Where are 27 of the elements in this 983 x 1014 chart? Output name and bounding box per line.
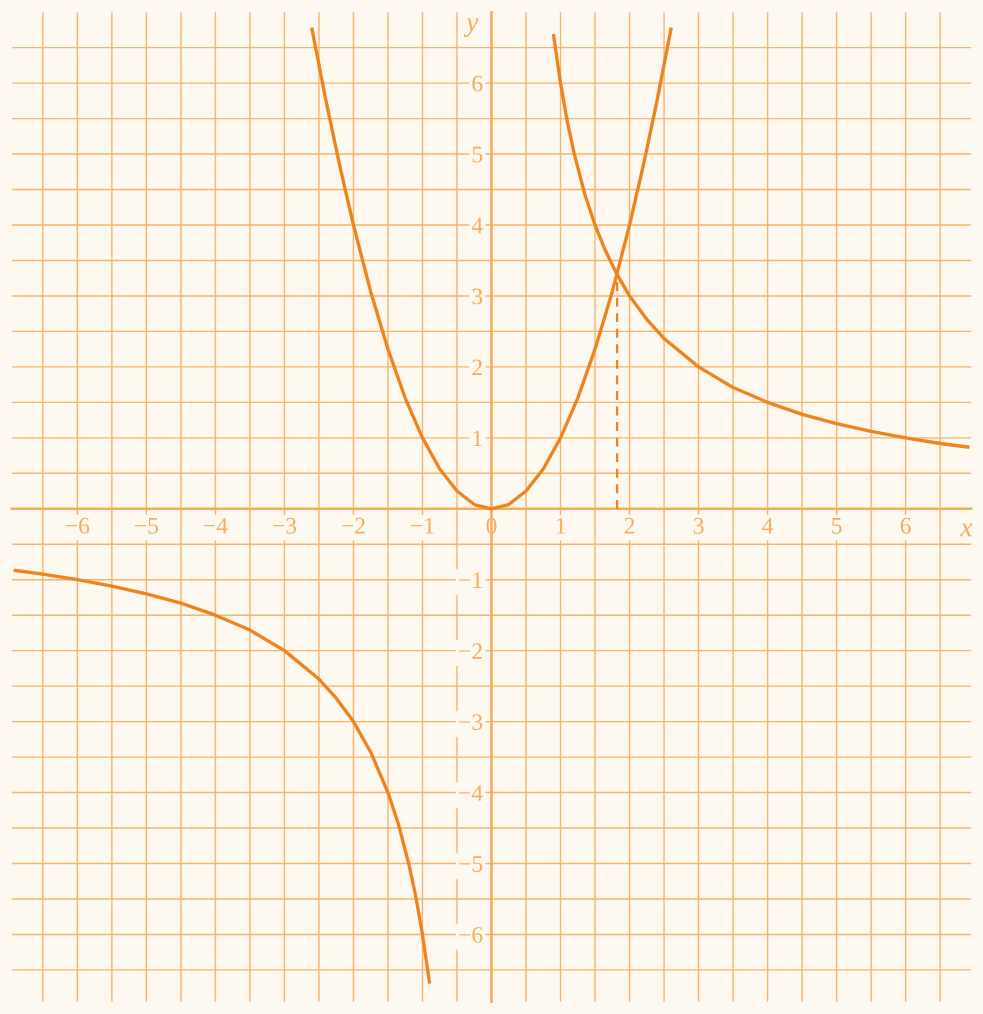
y-tick-label: 2 xyxy=(472,359,482,376)
y-tick-label: −1 xyxy=(459,572,482,588)
x-tick-label: 1 xyxy=(556,517,566,534)
x-tick-label: −6 xyxy=(65,517,90,534)
y-tick-label: 4 xyxy=(471,217,483,234)
y-tick-label: 1 xyxy=(473,430,482,447)
x-axis-title: x xyxy=(959,523,973,537)
x-tick-label: −1 xyxy=(411,517,434,534)
y-tick-label: 6 xyxy=(472,75,483,92)
y-tick-label: −6 xyxy=(459,926,483,943)
x-tick-label: 3 xyxy=(693,517,704,534)
x-tick-label: −2 xyxy=(342,517,365,534)
line-series xyxy=(13,568,432,984)
x-tick-label: 4 xyxy=(762,517,774,534)
x-tick-label: −4 xyxy=(204,517,228,534)
x-tick-label: 5 xyxy=(832,518,842,534)
y-tick-label: 5 xyxy=(472,146,483,163)
x-tick-label: −5 xyxy=(135,518,159,534)
y-tick-label: −5 xyxy=(459,856,483,872)
x-tick-label: 2 xyxy=(624,517,635,534)
y-axis-title: y xyxy=(463,18,479,37)
x-tick-label: 6 xyxy=(900,517,911,534)
y-tick-label: 3 xyxy=(472,288,483,305)
y-tick-label: −4 xyxy=(459,785,483,801)
x-tick-label: −3 xyxy=(273,517,297,534)
y-tick-label: −2 xyxy=(459,643,482,659)
y-tick-label: −3 xyxy=(459,714,483,731)
